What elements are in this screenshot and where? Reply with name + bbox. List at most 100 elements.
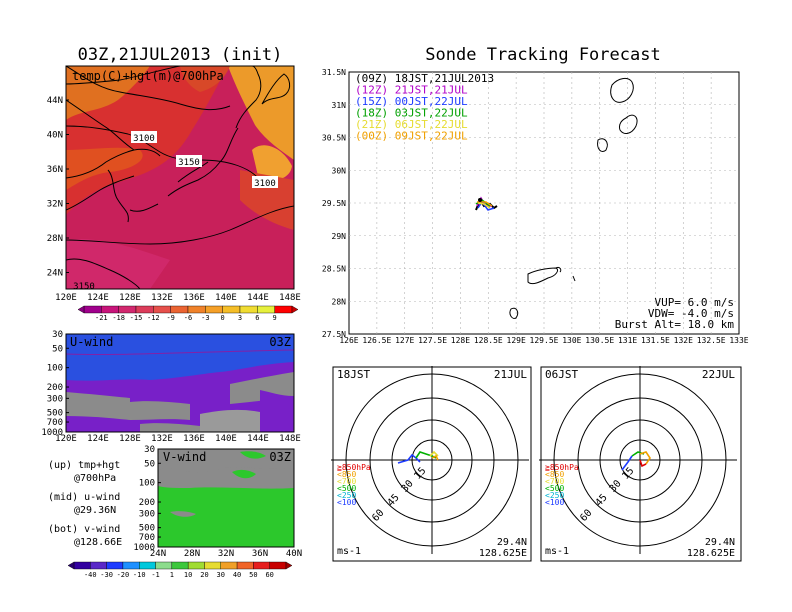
main-title: Sonde Tracking Forecast [425, 45, 660, 65]
u-lon-tick: 148E [279, 434, 301, 444]
track-legend-item: (12Z) 21JST,21JUL [355, 84, 468, 97]
map-label: temp(C)+hgt(m)@700hPa [72, 69, 224, 83]
track-lon-tick: 129.5E [530, 336, 559, 345]
hodo-trace [431, 454, 439, 461]
map-lat-tick: 40N [47, 131, 63, 141]
v-p-tick: 1000 [133, 543, 155, 553]
temperature-map: 3100 3150 3100 3150 temp(C)+hgt(m)@700hP… [47, 65, 301, 303]
contour-label: 3150 [73, 282, 95, 292]
map-lon-tick: 120E [55, 293, 77, 303]
colorbar-tick: 1 [170, 571, 174, 579]
track-lon-tick: 126E [339, 336, 358, 345]
colorbar-cell [153, 305, 171, 314]
colorbar-tick: -40 [84, 571, 97, 579]
v-p-tick: 50 [144, 459, 155, 469]
hodo-level: <100 [337, 498, 356, 507]
colorbar-tick: 6 [255, 314, 259, 322]
map-lon-tick: 136E [183, 293, 205, 303]
colorbar-tick: -10 [133, 571, 146, 579]
hodo-date: 22JUL [702, 368, 735, 381]
track-lat-tick: 28.5N [322, 265, 346, 274]
hodo-lon: 128.625E [687, 548, 735, 559]
u-lon-tick: 124E [87, 434, 109, 444]
colorbar-tick: 9 [273, 314, 277, 322]
hodo-level: ≧850hPa [337, 463, 371, 472]
v-lat-tick: 24N [150, 549, 166, 559]
v-wind-label: V-wind [163, 450, 206, 464]
colorbar-tick: -9 [166, 314, 174, 322]
map-lon-tick: 128E [119, 293, 141, 303]
colorbar-cell [170, 305, 189, 314]
v-p-tick: 200 [139, 498, 155, 508]
u-lon-tick: 120E [55, 434, 77, 444]
colorbar-tick: -1 [151, 571, 159, 579]
map-lon-tick: 148E [279, 293, 301, 303]
temperature-colorbar: -21 -18 -15 -12 -9 -6 -3 0 3 6 9 [77, 305, 299, 322]
map-lon-tick: 132E [151, 293, 173, 303]
note-line: @29.36N [74, 505, 116, 516]
colorbar-cell [220, 561, 238, 570]
colorbar-cell [101, 305, 119, 314]
hodo-level: <700 [545, 477, 564, 486]
v-lat-tick: 40N [286, 549, 302, 559]
u-p-tick: 1000 [41, 428, 63, 438]
hodo-level: <250 [545, 491, 564, 500]
v-p-tick: 700 [139, 533, 155, 543]
hodo-level: <500 [545, 484, 564, 493]
u-p-tick: 700 [47, 418, 63, 428]
track-lon-tick: 127E [395, 336, 414, 345]
colorbar-tick: -20 [117, 571, 130, 579]
track-legend-item: (15Z) 00JST,22JUL [355, 95, 468, 108]
v-p-tick: 300 [139, 509, 155, 519]
info-vup: VUP= 6.0 m/s [655, 296, 734, 309]
colorbar-cell [236, 561, 254, 570]
u-wind-time: 03Z [269, 335, 291, 349]
track-lon-tick: 130.5E [585, 336, 614, 345]
colorbar-cell [83, 305, 102, 314]
colorbar-cell [73, 561, 91, 570]
v-wind-time: 03Z [269, 450, 291, 464]
colorbar-tick: 10 [184, 571, 192, 579]
v-p-tick: 30 [144, 445, 155, 455]
hodo-level: <850 [337, 470, 356, 479]
track-lon-tick: 132.5E [697, 336, 726, 345]
track-lon-tick: 129E [507, 336, 526, 345]
info-vdw: VDW= -4.0 m/s [648, 307, 734, 320]
u-wind-label: U-wind [70, 335, 113, 349]
hodo-level: <500 [337, 484, 356, 493]
track-legend-item: (00Z) 09JST,22JUL [355, 130, 468, 143]
track-legend-item: (21Z) 06JST,22JUL [355, 118, 468, 131]
u-p-tick: 30 [52, 330, 63, 340]
island-outlines [509, 77, 638, 319]
track-legend-item: (18Z) 03JST,22JUL [355, 107, 468, 120]
hodo-unit: ms-1 [545, 546, 569, 557]
u-lon-tick: 128E [119, 434, 141, 444]
u-p-tick: 200 [47, 383, 63, 393]
map-lat-tick: 32N [47, 200, 63, 210]
track-lon-tick: 130E [562, 336, 581, 345]
map-lon-tick: 140E [215, 293, 237, 303]
hodo-level: <100 [545, 498, 564, 507]
v-p-tick: 100 [139, 479, 155, 489]
track-lat-tick: 30.5N [322, 134, 346, 143]
u-p-tick: 50 [52, 344, 63, 354]
colorbar-tick: -21 [95, 314, 108, 322]
hodo-lon: 128.625E [479, 548, 527, 559]
colorbar-arrow [77, 305, 85, 314]
colorbar-arrow [285, 561, 293, 570]
v-lat-tick: 32N [218, 549, 234, 559]
note-line: (up) tmp+hgt [48, 460, 120, 471]
colorbar-tick: 40 [233, 571, 241, 579]
colorbar-tick: -15 [130, 314, 143, 322]
track-lon-tick: 127.5E [418, 336, 447, 345]
map-lat-tick: 44N [47, 96, 63, 106]
colorbar-cell [90, 561, 107, 570]
hodo-level: <850 [545, 470, 564, 479]
track-lat-tick: 29.5N [322, 199, 346, 208]
hodo-time: 06JST [545, 368, 578, 381]
label-3100a-bg [131, 131, 157, 143]
colorbar-tick: -30 [100, 571, 113, 579]
hodo-lat: 29.4N [705, 537, 735, 548]
